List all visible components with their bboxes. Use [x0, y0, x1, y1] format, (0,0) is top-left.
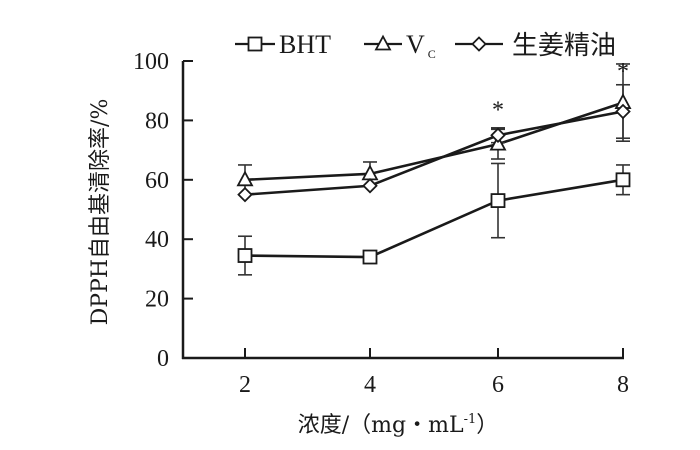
markers-square: [237, 172, 631, 265]
square-marker: [615, 172, 631, 188]
x-tick-label: 6: [492, 372, 504, 398]
series-triangle: [238, 63, 630, 196]
square-marker: [490, 193, 506, 208]
diamond-marker: [362, 177, 378, 194]
markers-triangle: [236, 93, 632, 187]
legend-item-ginger-oil: 生姜精油: [455, 31, 616, 61]
series-square: [238, 162, 630, 276]
y-tick-label: 0: [157, 346, 169, 372]
diamond-marker-icon: [471, 36, 487, 52]
triangle-marker: [489, 134, 507, 151]
square-marker: [362, 249, 378, 265]
axis-labels: DPPH自由基清除率/% 浓度/（mg・mL-1）: [88, 99, 498, 438]
series-layer: * * * *: [236, 0, 632, 276]
significance-asterisk: *: [239, 0, 251, 11]
y-tick-label: 60: [145, 168, 169, 194]
y-tick-label: 100: [133, 49, 169, 75]
significance-asterisk: *: [492, 98, 504, 124]
series-line: [244, 110, 624, 196]
x-tick-label: 8: [617, 372, 629, 398]
legend-label: 生姜精油: [512, 31, 616, 61]
diamond-marker: [490, 127, 506, 144]
series-line: [244, 101, 624, 182]
markers-diamond: [237, 103, 631, 203]
y-tick-label: 80: [145, 108, 169, 134]
axes: 0 20 40 60 80 100 2 4 6 8: [133, 49, 629, 398]
y-axis-title: DPPH自由基清除率/%: [88, 99, 113, 326]
significance-asterisk: *: [617, 59, 629, 85]
y-tick-label: 20: [145, 287, 169, 313]
legend: BHT V C 生姜精油: [235, 30, 616, 61]
square-marker: [237, 248, 253, 263]
series-line: [244, 178, 624, 259]
triangle-marker-icon: [374, 34, 392, 51]
triangle-marker: [236, 170, 254, 187]
x-axis-title: 浓度/（mg・mL-1）: [298, 412, 499, 438]
diamond-marker: [237, 186, 253, 203]
x-tick-label: 4: [364, 372, 376, 398]
square-marker-icon: [247, 36, 263, 52]
diamond-marker: [615, 103, 631, 120]
legend-item-bht: BHT: [235, 30, 331, 59]
y-tick-label: 40: [145, 227, 169, 253]
legend-label: BHT: [279, 30, 331, 59]
x-tick-label: 2: [239, 372, 251, 398]
significance-asterisk: *: [364, 0, 376, 5]
